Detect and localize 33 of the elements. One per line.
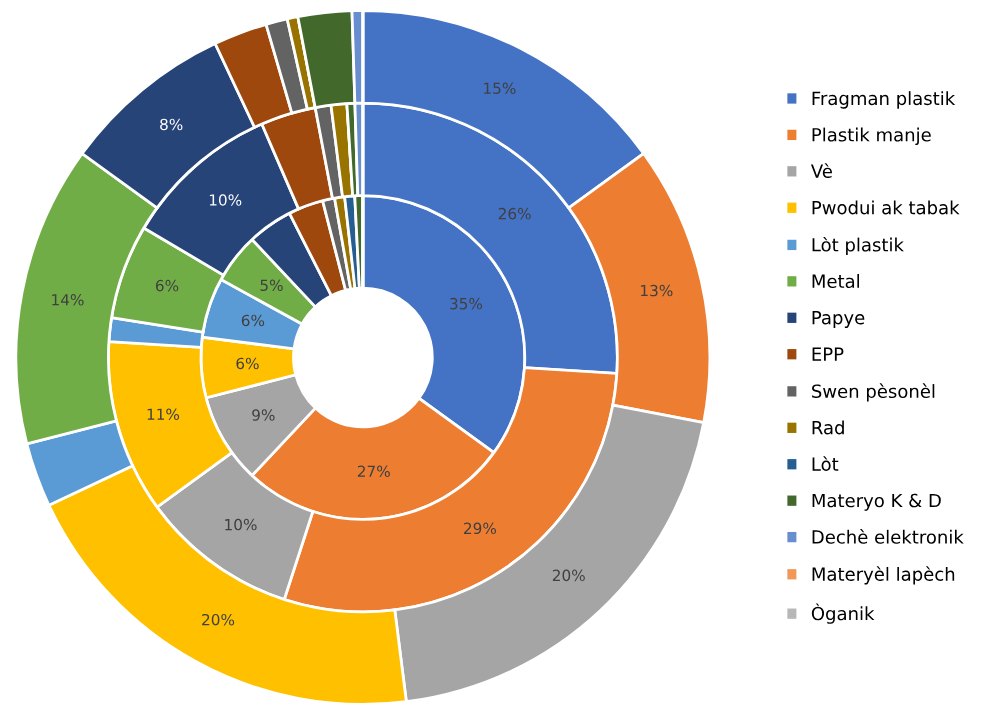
data-label: 10% — [209, 194, 242, 206]
data-label: 20% — [552, 569, 585, 582]
data-label: 8% — [160, 118, 183, 131]
data-label: 15% — [484, 82, 516, 94]
data-label: 27% — [357, 465, 390, 478]
legend-label: Papye — [812, 311, 865, 328]
legend-label: Dechè elektronik — [812, 529, 964, 544]
data-label: 20% — [202, 613, 235, 626]
data-label: 6% — [241, 314, 265, 327]
legend-label: Pwodui ak tabak — [812, 200, 960, 215]
data-label: 13% — [641, 284, 673, 297]
legend-label: Materyo K & D — [812, 493, 941, 511]
legend-label: Vè — [810, 163, 832, 178]
legend-label: Swen pèsonèl — [812, 383, 935, 402]
data-label: 10% — [225, 518, 257, 531]
legend-label: EPP — [812, 347, 844, 361]
data-label: 29% — [464, 522, 497, 535]
legend-label: Metal — [812, 274, 859, 289]
legend-label: Fragman plastik — [812, 91, 956, 109]
data-label: 5% — [260, 279, 283, 292]
data-label: 6% — [236, 357, 259, 370]
data-label: 6% — [155, 279, 179, 292]
legend-label: Plastik manje — [812, 127, 931, 146]
data-label: 9% — [252, 409, 275, 421]
data-label: 35% — [450, 297, 483, 310]
data-label: 11% — [147, 408, 180, 421]
legend-label: Rad — [812, 420, 844, 435]
legend-label: Òganik — [811, 603, 875, 624]
legend-label: Materyèl lapèch — [812, 566, 955, 585]
data-label: 26% — [498, 207, 531, 220]
data-label: 14% — [52, 294, 84, 306]
legend-label: Lòt plastik — [812, 236, 904, 256]
legend-label: Lòt — [812, 456, 839, 471]
